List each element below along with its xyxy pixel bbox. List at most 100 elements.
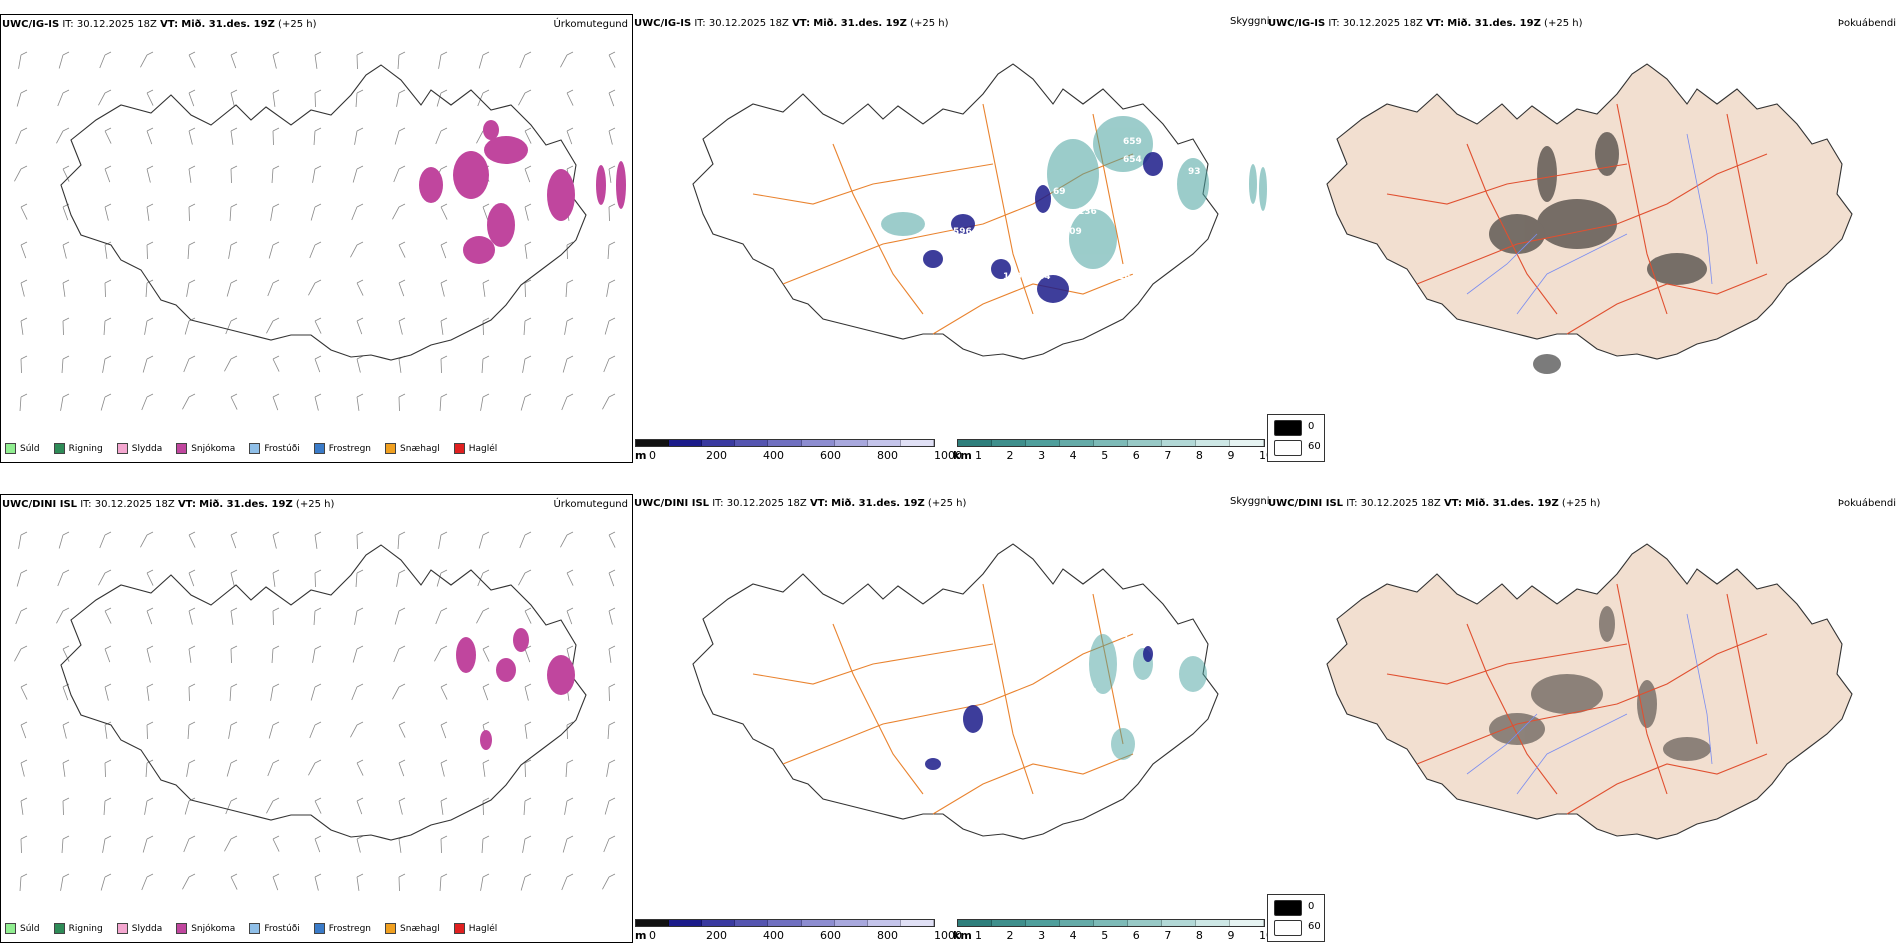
legend-label: Frostúði <box>264 923 300 934</box>
wind-barb <box>524 607 532 624</box>
wind-barb <box>398 393 406 412</box>
wind-barb <box>272 569 280 587</box>
wind-barb <box>561 393 574 411</box>
wind-barb <box>523 317 532 335</box>
wind-barb <box>356 797 364 815</box>
wind-barb <box>565 759 574 777</box>
wind-barb <box>314 317 322 334</box>
wind-barb <box>566 607 574 625</box>
wind-barb <box>351 683 364 701</box>
wind-barb <box>604 317 616 335</box>
colorbar-tick: 1 <box>975 449 982 462</box>
colorbar-tick: 5 <box>1101 929 1109 942</box>
wind-barb <box>309 241 322 259</box>
cloud-value: 659 <box>1123 137 1142 147</box>
wind-barb <box>435 127 448 145</box>
wind-barb <box>608 569 616 587</box>
wind-barb <box>608 531 616 548</box>
wind-barb <box>266 797 280 814</box>
wind-barb <box>314 531 322 549</box>
legend-swatch <box>453 443 465 454</box>
wind-barb <box>310 203 322 221</box>
wind-barb <box>524 683 532 701</box>
colorbar-tick: 2 <box>1006 449 1014 462</box>
wind-barb <box>272 873 280 891</box>
cloud-value: 169 <box>1078 687 1097 697</box>
wind-barb <box>398 355 406 373</box>
legend-label: Rigning <box>68 443 103 454</box>
wind-barb <box>144 317 154 335</box>
wind-barb <box>224 835 238 852</box>
wind-barb <box>606 759 616 777</box>
wind-barb <box>478 51 490 69</box>
wind-barb <box>396 569 406 587</box>
wind-barb <box>310 683 322 701</box>
wind-barb <box>140 531 154 548</box>
wind-barb <box>230 531 238 549</box>
iceland-outline <box>692 63 1219 360</box>
legend-label: Súld <box>20 443 40 454</box>
iceland-outline <box>60 544 587 841</box>
legend-item: Haglél <box>453 443 497 454</box>
wind-barb <box>566 127 574 145</box>
legend-swatch <box>453 923 465 934</box>
wind-barb <box>564 797 574 815</box>
snow-areas <box>456 628 575 750</box>
wind-barb <box>440 203 448 220</box>
wind-barb <box>482 759 490 777</box>
wind-barb <box>309 721 322 739</box>
wind-barb <box>230 51 238 69</box>
fog-map <box>1326 63 1853 374</box>
wind-barbs <box>14 531 616 892</box>
wind-barb <box>560 531 574 548</box>
wind-barb <box>270 683 280 701</box>
wind-barb <box>482 683 490 701</box>
wind-barb <box>608 645 616 663</box>
wind-barb <box>145 759 154 777</box>
legend-swatch <box>176 443 188 454</box>
colorbar-tick: 4 <box>1069 449 1077 462</box>
legend-item: Súld <box>5 443 40 454</box>
wind-barb <box>440 721 448 739</box>
wind-barb <box>603 835 616 853</box>
cloud-value: 161 <box>1118 272 1137 282</box>
wind-barb <box>566 721 574 740</box>
wind-barb <box>356 355 364 373</box>
colorbar-tick: 6 <box>1132 929 1140 942</box>
wind-barb <box>272 127 280 146</box>
wind-barb <box>230 127 238 145</box>
wind-barb <box>524 241 532 259</box>
colorbar-tick: 1000 <box>934 449 962 462</box>
colorbar-tick: 200 <box>706 929 727 942</box>
wind-barb <box>355 89 364 107</box>
wind-barb <box>60 873 70 891</box>
road-line <box>1566 273 1768 335</box>
legend-item: Haglél <box>453 923 497 934</box>
legend-swatch <box>313 443 325 454</box>
wind-barb <box>272 355 280 372</box>
wind-barb <box>20 317 28 335</box>
wind-barb <box>607 241 616 259</box>
road-line <box>982 103 1034 315</box>
road-line <box>1616 583 1668 795</box>
legend-item: Frostregn <box>313 923 371 934</box>
wind-barb <box>314 873 322 891</box>
wind-barb <box>58 51 70 69</box>
wind-barb <box>100 873 112 891</box>
wind-barb <box>272 393 280 411</box>
river-line <box>1516 713 1628 795</box>
legend-swatch <box>5 923 16 934</box>
wind-barb <box>146 89 154 106</box>
ceiling-unit: m <box>635 929 647 942</box>
wind-barb <box>314 51 322 69</box>
wind-barb <box>520 393 532 411</box>
wind-barb <box>141 393 154 411</box>
wind-barb <box>62 759 70 777</box>
wind-barb <box>440 835 448 854</box>
road-line <box>752 163 994 205</box>
wind-barb <box>312 165 322 183</box>
legend-item: Frostregn <box>313 443 371 454</box>
colorbar-tick: 0 <box>649 449 656 462</box>
colorbar-tick: 400 <box>763 929 784 942</box>
